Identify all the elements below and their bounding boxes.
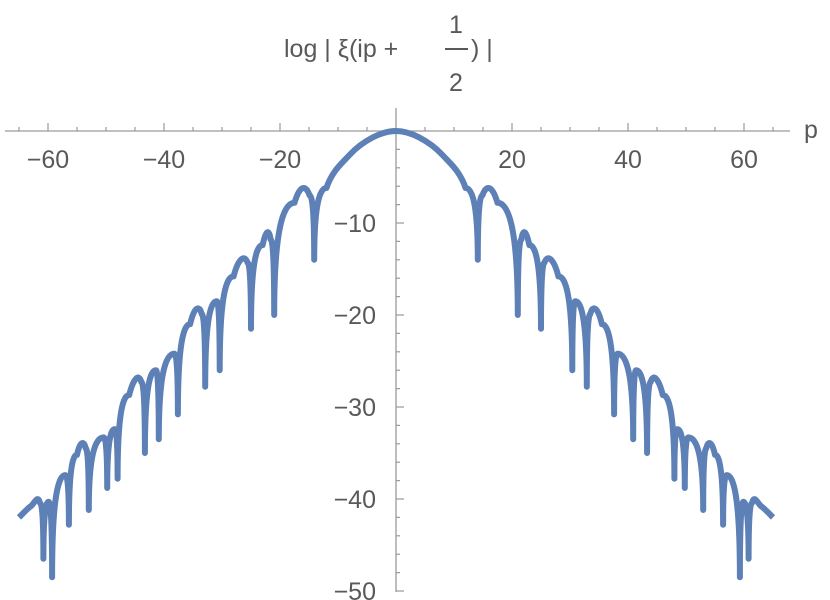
y-tick-label: −30 [334, 394, 376, 422]
y-tick-label: −10 [334, 210, 376, 238]
y-tick-label: −20 [334, 302, 376, 330]
x-ticks [18, 123, 774, 131]
x-tick-label: 60 [730, 146, 758, 174]
x-tick-labels: −60 −40 −20 20 40 60 [27, 146, 758, 174]
x-axis-title: p [804, 116, 818, 144]
x-tick-label: 40 [614, 146, 642, 174]
series-line [16, 128, 776, 581]
y-ticks [396, 148, 404, 592]
y-tick-label: −50 [334, 578, 376, 600]
y-axis-title-suffix: ) | [471, 35, 493, 63]
y-axis-title: log | ξ(ip + 1 2 ) | [284, 11, 493, 97]
y-axis-title-prefix: log | ξ(ip + [284, 35, 398, 63]
x-tick-label: −40 [143, 146, 185, 174]
y-axis-title-fraction-denominator: 2 [449, 69, 463, 97]
series-group [16, 128, 776, 581]
axes [5, 108, 790, 592]
y-axis-title-fraction-numerator: 1 [449, 11, 463, 39]
y-tick-label: −40 [334, 486, 376, 514]
x-tick-label: −60 [27, 146, 69, 174]
x-tick-label: −20 [259, 146, 301, 174]
x-tick-label: 20 [498, 146, 526, 174]
y-tick-labels: −10 −20 −30 −40 −50 [334, 210, 376, 600]
